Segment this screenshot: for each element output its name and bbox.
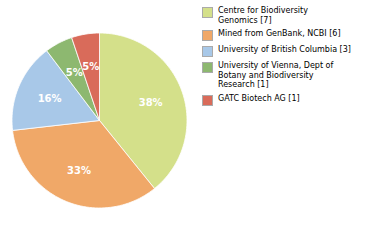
html-text:University of British Columbia: University of British Columbia [3] bbox=[218, 45, 351, 55]
svg-text:38%: 38% bbox=[139, 97, 163, 108]
html-text:GATC Biotech AG [1]: GATC Biotech AG [1] bbox=[218, 94, 300, 103]
svg-text:33%: 33% bbox=[67, 165, 91, 176]
html-text:Centre for Biodiversity Genomi: Centre for Biodiversity Genomics [7] bbox=[218, 6, 308, 25]
svg-text:16%: 16% bbox=[38, 93, 62, 104]
html-text:Mined from GenBank, NCBI [6]: Mined from GenBank, NCBI [6] bbox=[218, 29, 341, 39]
svg-text:5%: 5% bbox=[82, 61, 99, 72]
html-text:University of Vienna, Dept of: University of Vienna, Dept of Botany and… bbox=[218, 61, 334, 90]
svg-text:5%: 5% bbox=[66, 67, 83, 78]
